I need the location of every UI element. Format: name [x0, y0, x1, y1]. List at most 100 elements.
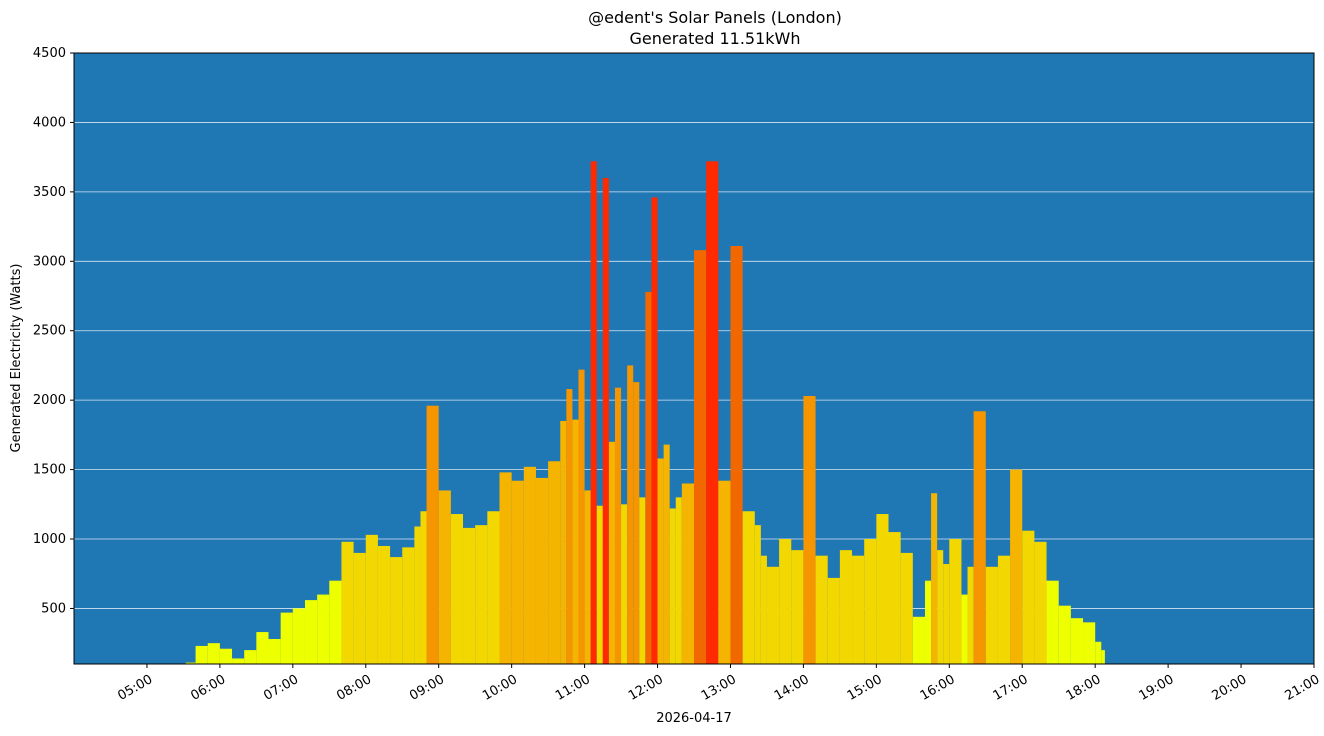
- x-tick-label: 10:00: [480, 672, 520, 704]
- bar: [450, 514, 464, 664]
- y-tick-label: 1500: [33, 463, 66, 478]
- bar: [232, 658, 245, 664]
- bar: [414, 526, 421, 664]
- chart-title: @edent's Solar Panels (London): [588, 8, 842, 27]
- bar: [1070, 618, 1084, 664]
- y-axis-label: Generated Electricity (Watts): [9, 264, 24, 453]
- bar: [341, 541, 354, 664]
- x-tick-label: 13:00: [699, 672, 739, 704]
- bar: [876, 514, 889, 664]
- x-tick-label: 17:00: [991, 672, 1031, 704]
- bar: [523, 466, 536, 664]
- bar: [900, 552, 913, 664]
- bar: [985, 566, 998, 664]
- bar: [1022, 530, 1035, 664]
- bar: [961, 594, 968, 664]
- bar: [1101, 650, 1105, 664]
- bar: [657, 458, 664, 664]
- x-tick-label: 11:00: [553, 672, 593, 704]
- bar: [931, 493, 938, 664]
- bar: [694, 250, 707, 664]
- bar: [535, 477, 549, 664]
- x-tick-label: 20:00: [1210, 672, 1250, 704]
- bar: [675, 497, 682, 664]
- bar: [663, 444, 670, 664]
- bar: [760, 555, 767, 664]
- bar: [463, 527, 476, 664]
- x-tick-label: 06:00: [188, 672, 228, 704]
- bar: [669, 508, 676, 664]
- bar: [426, 405, 439, 664]
- bar: [578, 369, 585, 664]
- y-axis-ticks: 500 1000 1500 2000 2500 3000 3500 4000 4500: [33, 46, 74, 616]
- bar: [1046, 580, 1059, 664]
- bar: [973, 411, 986, 664]
- bar: [827, 577, 840, 664]
- bar: [997, 555, 1011, 664]
- bar: [864, 539, 877, 664]
- bar: [754, 525, 761, 664]
- bar: [651, 197, 658, 665]
- bar: [185, 662, 196, 664]
- bar: [742, 511, 755, 664]
- x-axis-label: 2026-04-17: [656, 711, 732, 726]
- x-tick-label: 16:00: [918, 672, 958, 704]
- bar: [420, 511, 427, 664]
- bar: [967, 566, 974, 664]
- bar: [499, 472, 512, 664]
- y-tick-label: 3000: [33, 254, 66, 269]
- y-tick-label: 1000: [33, 532, 66, 547]
- bar: [730, 246, 743, 664]
- bar: [645, 291, 652, 664]
- bar: [1034, 541, 1047, 664]
- bar: [475, 525, 488, 664]
- bar: [365, 534, 378, 664]
- bar: [329, 580, 342, 664]
- bar: [852, 555, 865, 664]
- bar: [718, 480, 731, 664]
- bar: [839, 550, 853, 664]
- bar: [815, 555, 828, 664]
- x-tick-label: 12:00: [626, 672, 666, 704]
- bar: [627, 365, 634, 664]
- bar: [706, 161, 719, 664]
- bar: [633, 382, 640, 664]
- plot-frame: [73, 52, 1315, 665]
- x-tick-label: 09:00: [407, 672, 447, 704]
- bar: [639, 497, 646, 664]
- x-tick-label: 14:00: [772, 672, 812, 704]
- y-tick-label: 3500: [33, 185, 66, 200]
- bar: [207, 643, 220, 664]
- x-axis-ticks: 05:00 06:00 07:00 08:00 09:00 10:00 11:00 12:00…: [115, 664, 1322, 704]
- bar: [548, 461, 561, 664]
- bar: [943, 564, 950, 664]
- bar: [280, 612, 293, 664]
- bar: [602, 177, 609, 665]
- x-tick-label: 21:00: [1282, 672, 1322, 704]
- bar: [779, 539, 792, 664]
- x-tick-label: 19:00: [1137, 672, 1177, 704]
- bar: [402, 547, 415, 664]
- bar: [621, 504, 628, 664]
- bar: [438, 490, 451, 664]
- bar: [1058, 605, 1071, 664]
- bar: [487, 511, 500, 664]
- bar: [608, 441, 615, 664]
- bar: [1083, 622, 1096, 664]
- y-tick-label: 500: [41, 601, 66, 616]
- bar: [566, 389, 573, 664]
- x-tick-label: 18:00: [1064, 672, 1104, 704]
- bar: [766, 566, 780, 664]
- bar: [219, 648, 233, 664]
- bar: [614, 387, 622, 664]
- x-tick-label: 15:00: [845, 672, 885, 704]
- bar: [1010, 469, 1023, 664]
- x-tick-label: 08:00: [334, 672, 374, 704]
- y-tick-label: 4500: [33, 46, 66, 61]
- y-tick-label: 4000: [33, 115, 66, 130]
- bar: [590, 161, 597, 664]
- x-tick-label: 05:00: [115, 672, 155, 704]
- bar: [377, 545, 391, 664]
- bar: [572, 419, 579, 664]
